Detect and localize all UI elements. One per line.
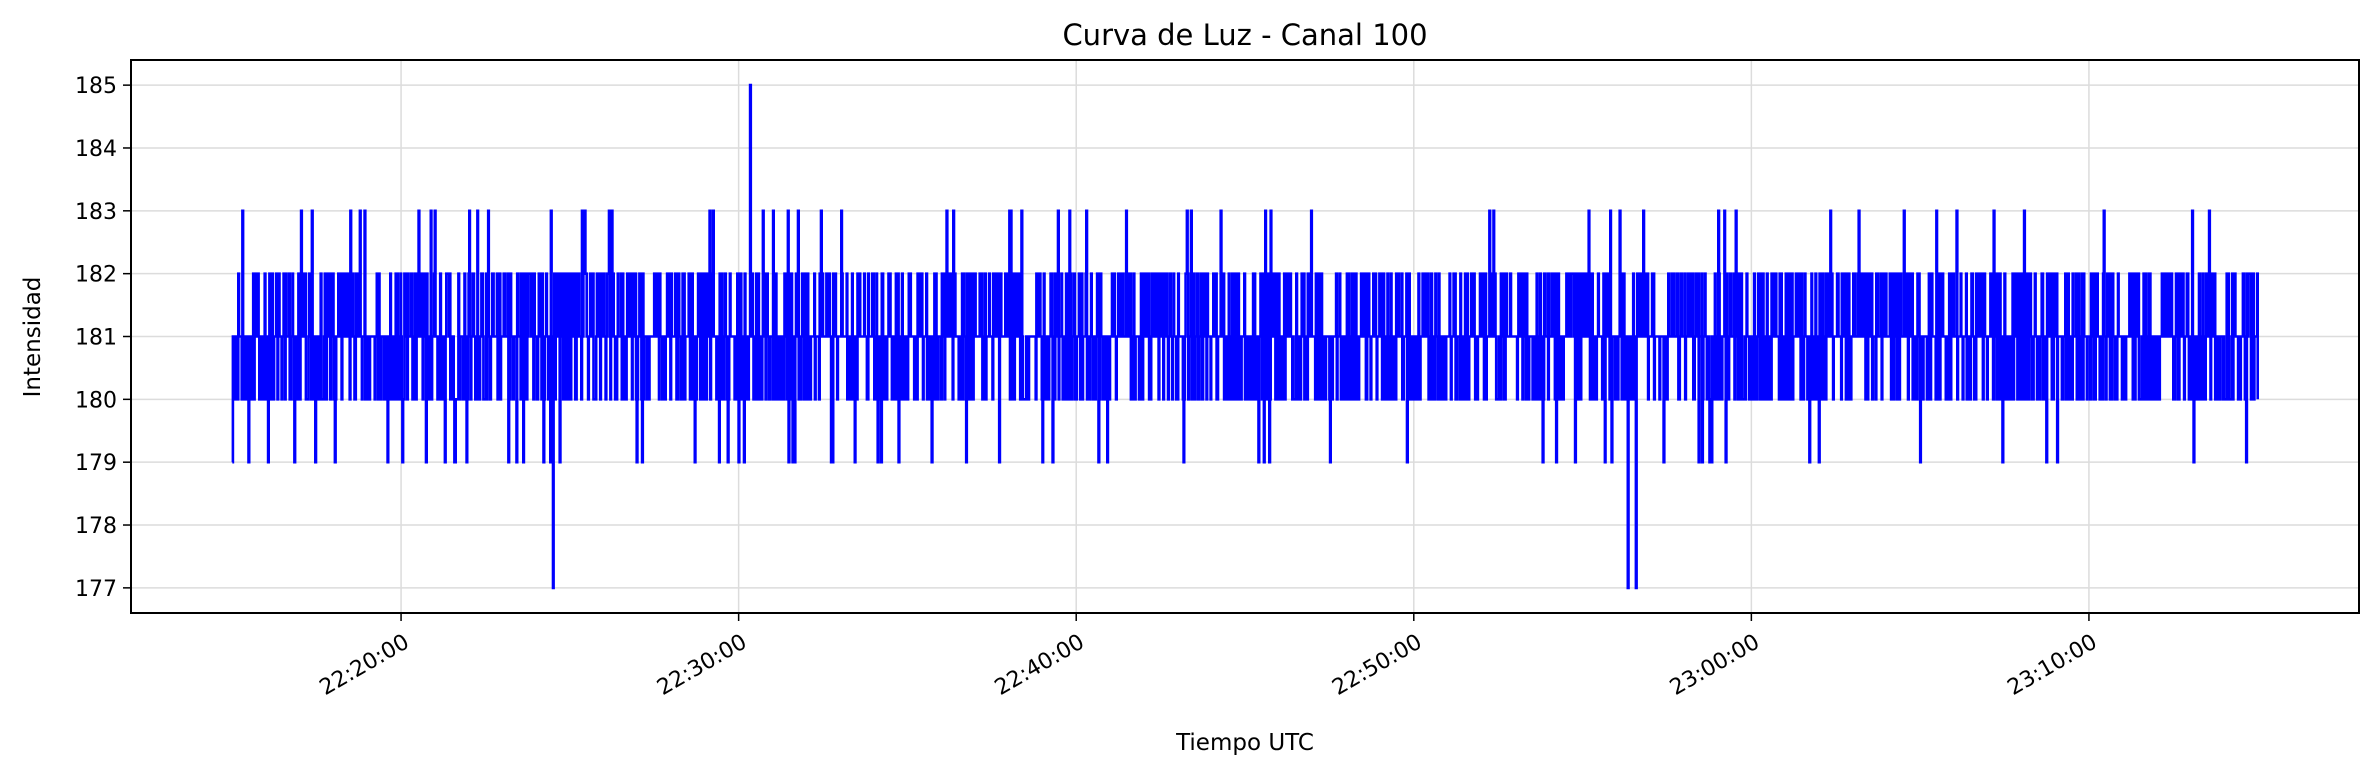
series-line bbox=[231, 83, 2259, 590]
x-axis-label: Tiempo UTC bbox=[1175, 730, 1314, 756]
y-tick-label: 185 bbox=[75, 74, 117, 99]
y-tick-label: 184 bbox=[75, 137, 117, 162]
y-tick-label: 178 bbox=[75, 514, 117, 539]
y-axis-label: Intensidad bbox=[20, 277, 46, 398]
chart-title: Curva de Luz - Canal 100 bbox=[1062, 18, 1427, 52]
y-tick-label: 180 bbox=[75, 388, 117, 413]
y-tick-label: 182 bbox=[75, 263, 117, 288]
y-tick-label: 183 bbox=[75, 200, 117, 225]
y-tick-label: 181 bbox=[75, 326, 117, 351]
y-axis-ticks: 177 178 179 180 181 182 183 184 185 bbox=[75, 74, 131, 602]
y-tick-label: 179 bbox=[75, 451, 117, 476]
y-tick-label: 177 bbox=[75, 577, 117, 602]
data-series bbox=[231, 83, 2259, 590]
